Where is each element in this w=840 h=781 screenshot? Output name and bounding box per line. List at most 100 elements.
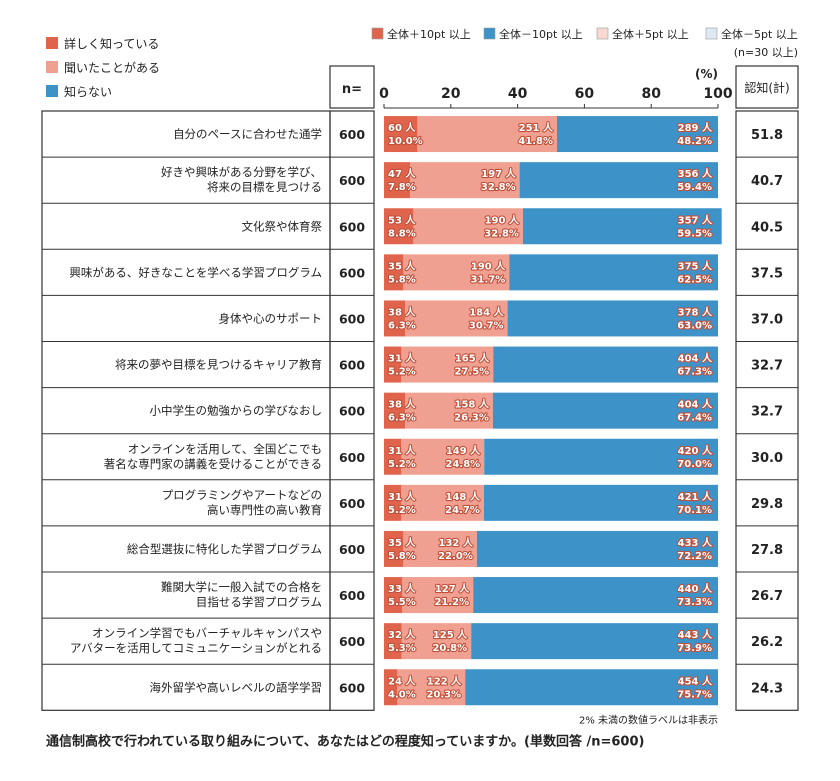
- n-value: 600: [339, 404, 365, 419]
- n-header-box: [329, 65, 375, 109]
- category-label: 総合型選抜に特化した学習プログラム: [127, 542, 322, 556]
- data-label-count: 31 人: [388, 444, 416, 457]
- bar-segment: [401, 484, 484, 521]
- data-label-percent: 73.3%: [677, 597, 712, 608]
- bar-segment: [401, 438, 485, 475]
- x-tick-label: 100: [703, 86, 732, 102]
- bar-segment: [557, 116, 718, 153]
- data-label-percent: 73.9%: [677, 643, 712, 654]
- data-label-percent: 4.0%: [388, 689, 416, 700]
- legend-top-label: 全体－10pt 以上: [499, 27, 583, 41]
- n-value: 600: [339, 358, 365, 373]
- data-label-percent: 22.0%: [438, 551, 473, 562]
- bar-segment: [401, 346, 494, 383]
- data-label-percent: 24.7%: [445, 505, 480, 516]
- bar-segment: [384, 577, 403, 614]
- data-label-count: 378 人: [678, 305, 713, 318]
- legend-swatch: [46, 85, 58, 97]
- data-label-count: 127 人: [435, 582, 470, 595]
- x-tick-label: 0: [379, 86, 389, 102]
- bar-segment: [492, 392, 718, 429]
- data-label-count: 125 人: [433, 628, 468, 641]
- legend-top-swatch: [483, 27, 496, 40]
- data-label-count: 38 人: [388, 398, 416, 411]
- category-label: オンラインを活用して、全国どこでも: [128, 442, 322, 456]
- data-label-percent: 62.5%: [677, 274, 712, 285]
- bar-segment: [384, 208, 414, 245]
- total-value: 24.3: [751, 681, 783, 696]
- data-label-count: 35 人: [388, 259, 416, 272]
- data-label-percent: 41.8%: [518, 136, 553, 147]
- data-label-count: 454 人: [678, 674, 713, 687]
- bar-segment: [384, 300, 406, 337]
- legend-label: 詳しく知っている: [64, 36, 159, 51]
- data-label-count: 356 人: [678, 167, 713, 180]
- data-label-count: 421 人: [678, 490, 713, 503]
- legend-top-label: 全体＋5pt 以上: [612, 27, 689, 41]
- n-header: n=: [342, 82, 362, 97]
- data-label-percent: 70.1%: [677, 505, 712, 516]
- bar-segment: [384, 392, 406, 429]
- category-label: 高い専門性の高い教育: [207, 503, 322, 517]
- data-label-count: 404 人: [678, 398, 713, 411]
- total-value: 40.5: [751, 220, 783, 235]
- legend-note: (n=30 以上): [734, 46, 798, 59]
- bar-segment: [476, 530, 718, 567]
- data-label-count: 289 人: [678, 121, 713, 134]
- bar-segment: [384, 254, 404, 291]
- legend-top-swatch: [371, 27, 384, 40]
- data-label-count: 375 人: [678, 259, 713, 272]
- total-value: 30.0: [751, 451, 783, 466]
- data-label-percent: 7.8%: [388, 182, 416, 193]
- n-value: 600: [339, 634, 365, 649]
- total-value: 26.7: [751, 589, 783, 604]
- bar-segment: [384, 484, 402, 521]
- question-caption: 通信制高校で行われている取り組みについて、あなたはどの程度知っていますか。(単数…: [46, 733, 644, 749]
- total-value: 37.5: [751, 266, 783, 281]
- category-label: 小中学生の勉強からの学びなおし: [150, 404, 323, 418]
- n-column-frame: [329, 110, 375, 711]
- data-label-percent: 32.8%: [481, 182, 516, 193]
- total-value: 26.2: [751, 635, 783, 650]
- data-label-percent: 24.8%: [445, 459, 480, 470]
- data-label-count: 53 人: [388, 213, 416, 226]
- bar-segment: [484, 438, 718, 475]
- bar-segment: [471, 623, 718, 660]
- bar-segment: [384, 623, 402, 660]
- category-label: 身体や心のサポート: [219, 311, 323, 325]
- data-label-percent: 26.3%: [454, 413, 489, 424]
- data-label-percent: 20.8%: [432, 643, 467, 654]
- n-value: 600: [339, 496, 365, 511]
- total-value: 27.8: [751, 543, 783, 558]
- data-label-percent: 72.2%: [677, 551, 712, 562]
- data-label-count: 251 人: [519, 121, 554, 134]
- legend-top-swatch: [705, 27, 718, 40]
- n-value: 600: [339, 127, 365, 142]
- bar-segment: [519, 162, 718, 199]
- bar-segment: [384, 116, 418, 153]
- bar-segment: [522, 208, 722, 245]
- category-label: 文化祭や体育祭: [242, 219, 323, 233]
- data-label-count: 148 人: [446, 490, 481, 503]
- bar-segment: [384, 530, 404, 567]
- bar-segment: [401, 623, 472, 660]
- n-value: 600: [339, 588, 365, 603]
- data-label-count: 47 人: [388, 167, 416, 180]
- data-label-percent: 63.0%: [677, 320, 712, 331]
- data-label-count: 32 人: [388, 628, 416, 641]
- percent-unit: (%): [695, 67, 718, 81]
- bar-segment: [413, 208, 523, 245]
- data-label-count: 440 人: [678, 582, 713, 595]
- category-label: 著名な専門家の講義を受けることができる: [104, 457, 322, 471]
- data-label-count: 149 人: [446, 444, 481, 457]
- data-label-percent: 5.3%: [388, 643, 416, 654]
- data-label-percent: 5.2%: [388, 505, 416, 516]
- total-value: 32.7: [751, 405, 783, 420]
- data-label-percent: 27.5%: [455, 367, 490, 378]
- data-label-count: 24 人: [388, 674, 416, 687]
- category-label: 興味がある、好きなことを学べる学習プログラム: [69, 265, 322, 279]
- data-label-percent: 5.8%: [388, 274, 416, 285]
- category-label: 海外留学や高いレベルの語学学習: [150, 680, 323, 694]
- category-label: 自分のペースに合わせた通学: [173, 127, 322, 141]
- data-label-percent: 5.5%: [388, 597, 416, 608]
